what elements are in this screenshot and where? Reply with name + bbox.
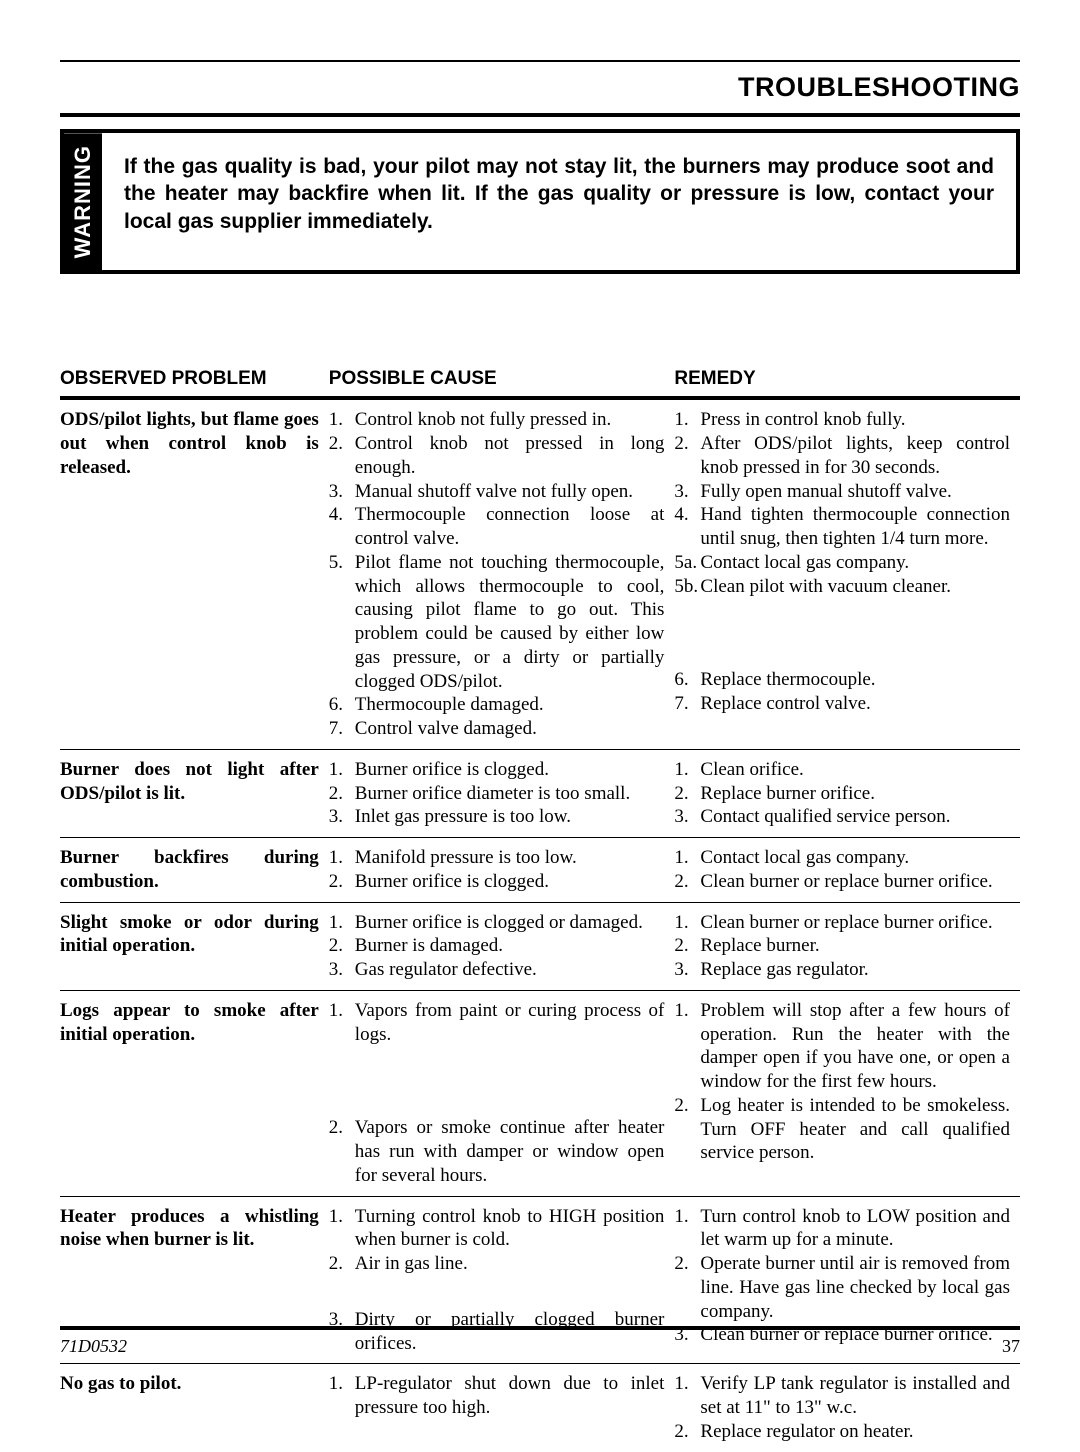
cause-item: Control knob not fully pressed in. [329,408,665,432]
warning-text: If the gas quality is bad, your pilot ma… [102,133,1016,270]
header-cause: POSSIBLE CAUSE [329,364,675,398]
remedy: Press in control knob fully.After ODS/pi… [674,398,1020,749]
table-row: Burner backfires during combustion.Manif… [60,838,1020,903]
troubleshooting-table: OBSERVED PROBLEM POSSIBLE CAUSE REMEDY O… [60,364,1020,1451]
page-number: 37 [1002,1336,1020,1357]
remedy-item: Contact local gas company. [674,846,1010,870]
cause-item: LP-regulator shut down due to inlet pres… [329,1372,665,1420]
remedy-item: Problem will stop after a few hours of o… [674,999,1010,1094]
remedy-item: Contact qualified service person. [674,805,1010,829]
cause-item: Gas regulator defective. [329,958,665,982]
header-remedy: REMEDY [674,364,1020,398]
observed-problem: ODS/pilot lights, but flame goes out whe… [60,398,329,749]
warning-label: WARNING [64,133,102,270]
cause-item: Vapors or smoke continue after heater ha… [329,1116,665,1187]
remedy-item: Hand tighten thermocouple connection unt… [674,503,1010,551]
cause-item: Burner orifice is clogged. [329,870,665,894]
remedy-item: Clean orifice. [674,758,1010,782]
remedy-item: Turn control knob to LOW position and le… [674,1205,1010,1253]
cause-item: Pilot flame not touching thermocouple, w… [329,551,665,694]
remedy-item: Verify LP tank regulator is installed an… [674,1372,1010,1420]
doc-number: 71D0532 [60,1336,127,1357]
table-row: Burner does not light after ODS/pilot is… [60,749,1020,837]
cause-item: Turning control knob to HIGH position wh… [329,1205,665,1253]
page-footer: 71D0532 37 [60,1326,1020,1357]
remedy-item: Clean burner or replace burner orifice. [674,911,1010,935]
cause-item: Burner orifice diameter is too small. [329,782,665,806]
possible-cause: Control knob not fully pressed in.Contro… [329,398,675,749]
remedy-item: After ODS/pilot lights, keep control kno… [674,432,1010,480]
remedy-item: Replace burner. [674,934,1010,958]
remedy-item: Clean pilot with vacuum cleaner. [674,575,1010,599]
cause-item: Thermocouple connection loose at control… [329,503,665,551]
remedy-item: Press in control knob fully. [674,408,1010,432]
remedy-item: Replace thermocouple. [674,668,1010,692]
remedy: Clean burner or replace burner orifice.R… [674,902,1020,990]
table-row: Logs appear to smoke after initial opera… [60,990,1020,1196]
observed-problem: Burner does not light after ODS/pilot is… [60,749,329,837]
remedy-item: Contact local gas company. [674,551,1010,575]
possible-cause: Burner orifice is clogged or damaged.Bur… [329,902,675,990]
remedy: Problem will stop after a few hours of o… [674,990,1020,1196]
possible-cause: LP-regulator shut down due to inlet pres… [329,1364,675,1452]
warning-box: WARNING If the gas quality is bad, your … [60,129,1020,274]
remedy-item: Fully open manual shutoff valve. [674,480,1010,504]
heavy-rule [60,113,1020,117]
remedy-item: Log heater is intended to be smokeless. … [674,1094,1010,1165]
cause-item: Manifold pressure is too low. [329,846,665,870]
cause-item: Inlet gas pressure is too low. [329,805,665,829]
possible-cause: Manifold pressure is too low.Burner orif… [329,838,675,903]
top-rule [60,60,1020,62]
cause-item: Burner is damaged. [329,934,665,958]
section-title: TROUBLESHOOTING [60,72,1020,103]
observed-problem: Slight smoke or odor during initial oper… [60,902,329,990]
remedy-item: Clean burner or replace burner orifice. [674,870,1010,894]
observed-problem: Burner backfires during combustion. [60,838,329,903]
possible-cause: Burner orifice is clogged.Burner orifice… [329,749,675,837]
cause-item: Manual shutoff valve not fully open. [329,480,665,504]
table-row: ODS/pilot lights, but flame goes out whe… [60,398,1020,749]
table-row: No gas to pilot.LP-regulator shut down d… [60,1364,1020,1452]
observed-problem: Logs appear to smoke after initial opera… [60,990,329,1196]
table-row: Slight smoke or odor during initial oper… [60,902,1020,990]
observed-problem: No gas to pilot. [60,1364,329,1452]
cause-item: Control knob not pressed in long enough. [329,432,665,480]
remedy-item: Replace burner orifice. [674,782,1010,806]
header-problem: OBSERVED PROBLEM [60,364,329,398]
remedy: Verify LP tank regulator is installed an… [674,1364,1020,1452]
cause-item: Burner orifice is clogged or damaged. [329,911,665,935]
remedy-item: Operate burner until air is removed from… [674,1252,1010,1323]
cause-item: Air in gas line. [329,1252,665,1276]
remedy-item: Replace control valve. [674,692,1010,716]
remedy: Clean orifice.Replace burner orifice.Con… [674,749,1020,837]
cause-item: Control valve damaged. [329,717,665,741]
remedy-item: Replace regulator on heater. [674,1420,1010,1444]
cause-item: Thermocouple damaged. [329,693,665,717]
cause-item: Burner orifice is clogged. [329,758,665,782]
cause-item: Vapors from paint or curing process of l… [329,999,665,1047]
remedy: Contact local gas company.Clean burner o… [674,838,1020,903]
remedy-item: Replace gas regulator. [674,958,1010,982]
possible-cause: Vapors from paint or curing process of l… [329,990,675,1196]
